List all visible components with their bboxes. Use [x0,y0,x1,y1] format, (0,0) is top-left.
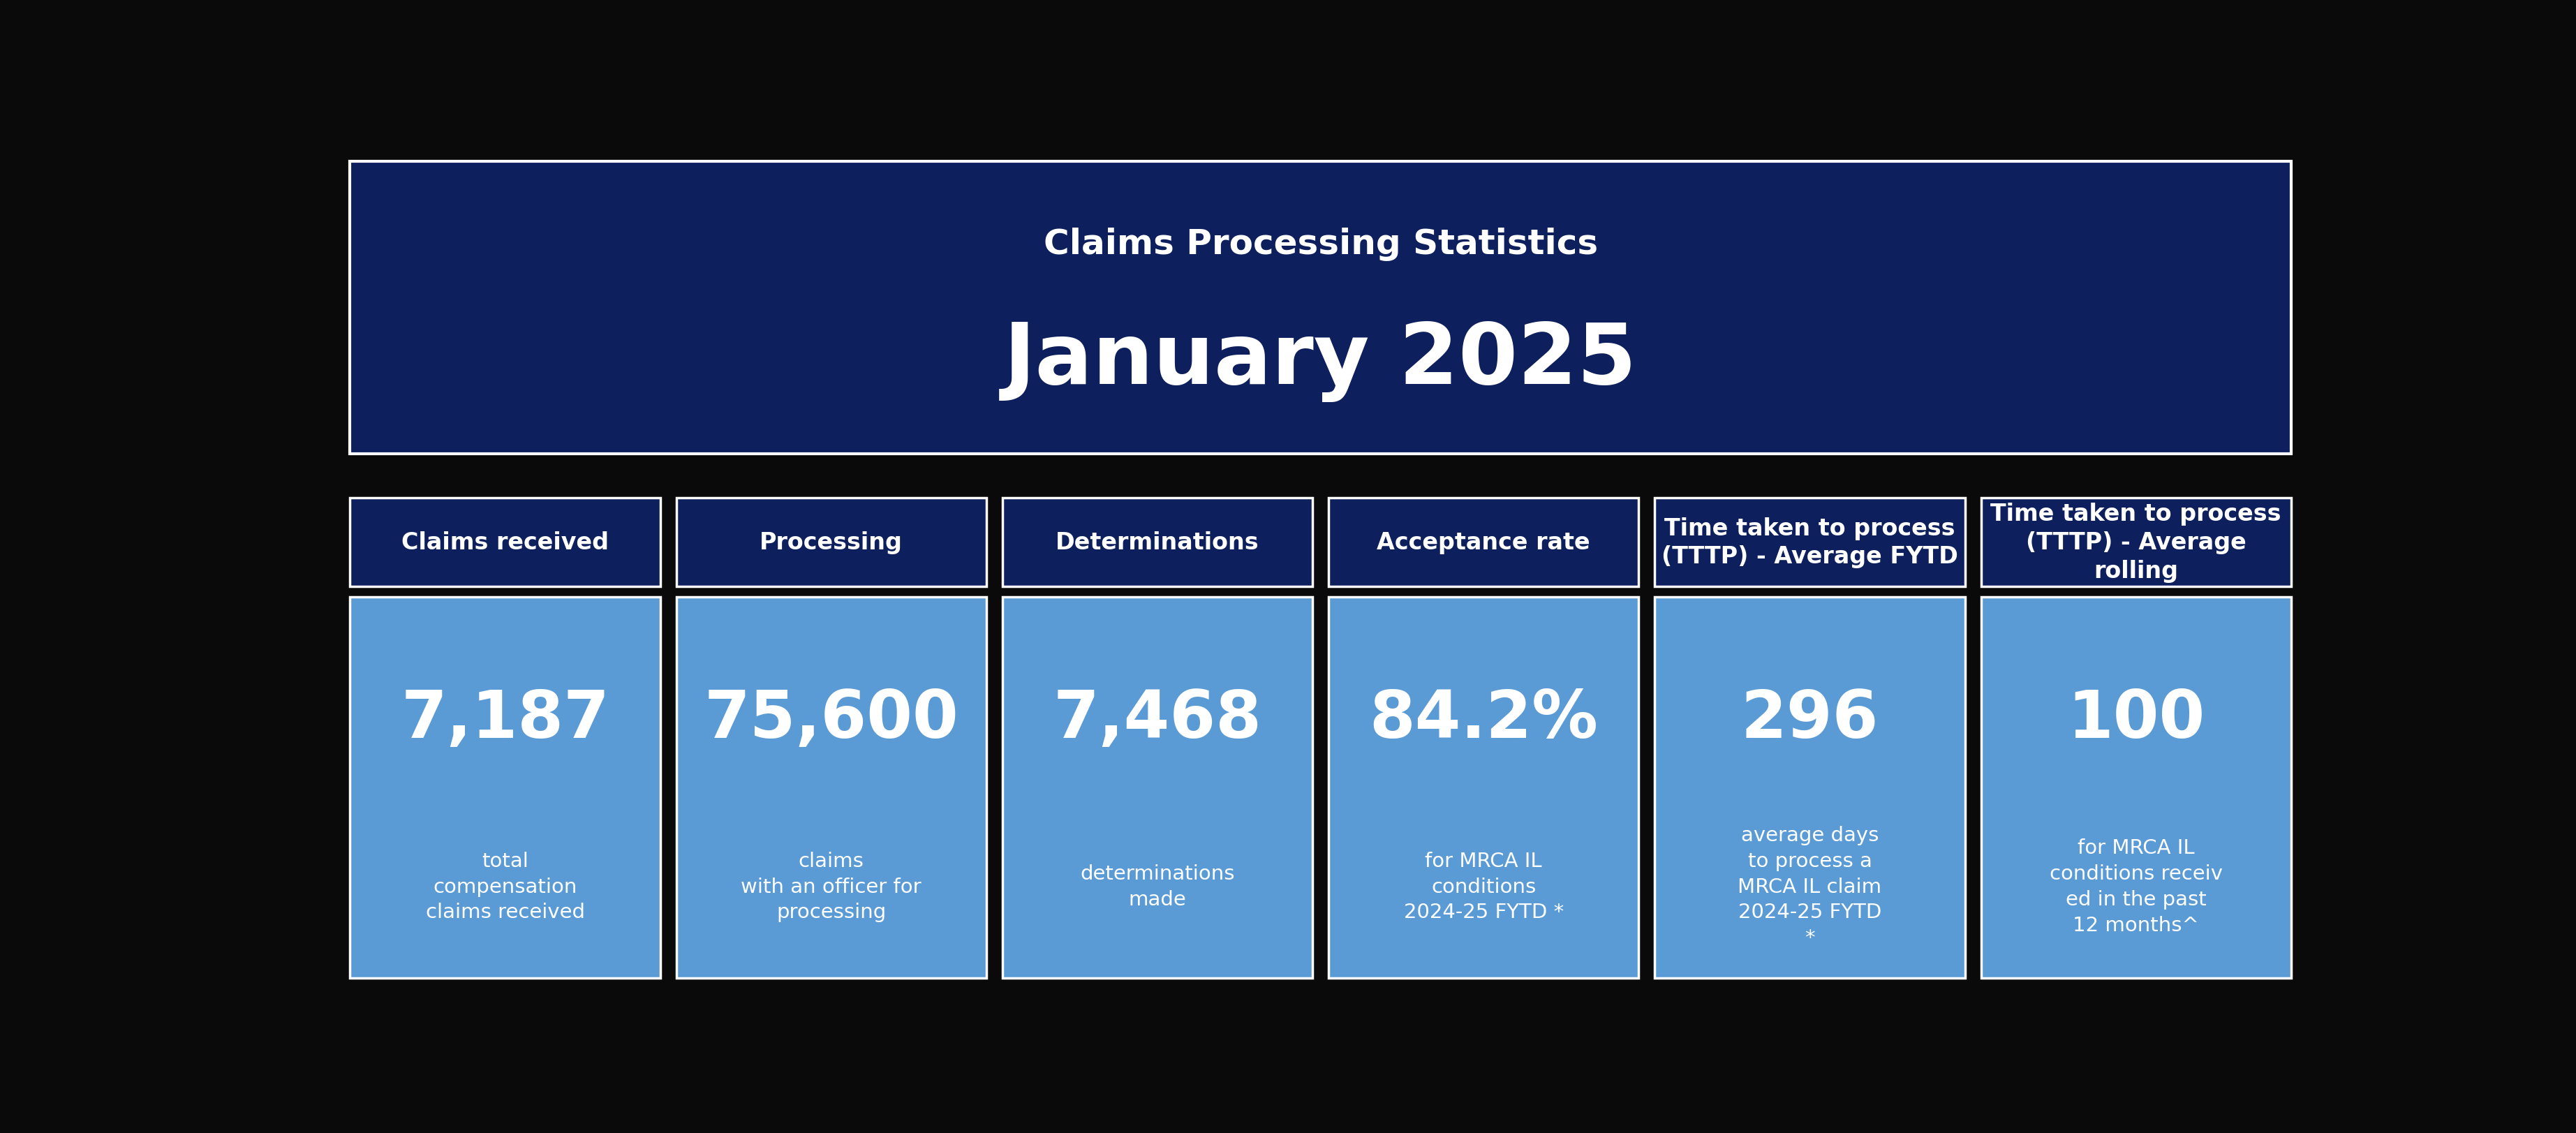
FancyBboxPatch shape [1002,499,1311,587]
FancyBboxPatch shape [675,499,987,587]
Text: total
compensation
claims received: total compensation claims received [425,851,585,922]
Text: Time taken to process
(TTTP) - Average
rolling: Time taken to process (TTTP) - Average r… [1991,502,2280,582]
Text: for MRCA IL
conditions receiv
ed in the past
12 months^: for MRCA IL conditions receiv ed in the … [2048,838,2223,935]
FancyBboxPatch shape [1329,597,1638,978]
Text: 75,600: 75,600 [703,687,958,751]
FancyBboxPatch shape [350,162,2290,454]
FancyBboxPatch shape [1002,597,1311,978]
FancyBboxPatch shape [1981,499,2290,587]
FancyBboxPatch shape [1981,597,2290,978]
Text: average days
to process a
MRCA IL claim
2024-25 FYTD
*: average days to process a MRCA IL claim … [1736,825,1880,947]
Text: Processing: Processing [760,531,902,554]
Text: 296: 296 [1741,687,1878,751]
FancyBboxPatch shape [350,499,659,587]
FancyBboxPatch shape [1654,597,1965,978]
Text: Acceptance rate: Acceptance rate [1376,531,1589,554]
Text: claims
with an officer for
processing: claims with an officer for processing [742,851,922,922]
Text: for MRCA IL
conditions
2024-25 FYTD *: for MRCA IL conditions 2024-25 FYTD * [1404,851,1564,922]
Text: determinations
made: determinations made [1079,863,1234,909]
Text: 7,468: 7,468 [1054,687,1262,751]
FancyBboxPatch shape [1329,499,1638,587]
Text: Time taken to process
(TTTP) - Average FYTD: Time taken to process (TTTP) - Average F… [1662,517,1958,568]
Text: Claims received: Claims received [402,531,608,554]
Text: 84.2%: 84.2% [1368,687,1597,751]
Text: Claims Processing Statistics: Claims Processing Statistics [1043,228,1597,261]
FancyBboxPatch shape [675,597,987,978]
Text: Determinations: Determinations [1056,531,1260,554]
Text: 7,187: 7,187 [402,687,611,751]
Text: 100: 100 [2066,687,2205,751]
Text: January 2025: January 2025 [1005,320,1636,402]
FancyBboxPatch shape [350,597,659,978]
FancyBboxPatch shape [1654,499,1965,587]
